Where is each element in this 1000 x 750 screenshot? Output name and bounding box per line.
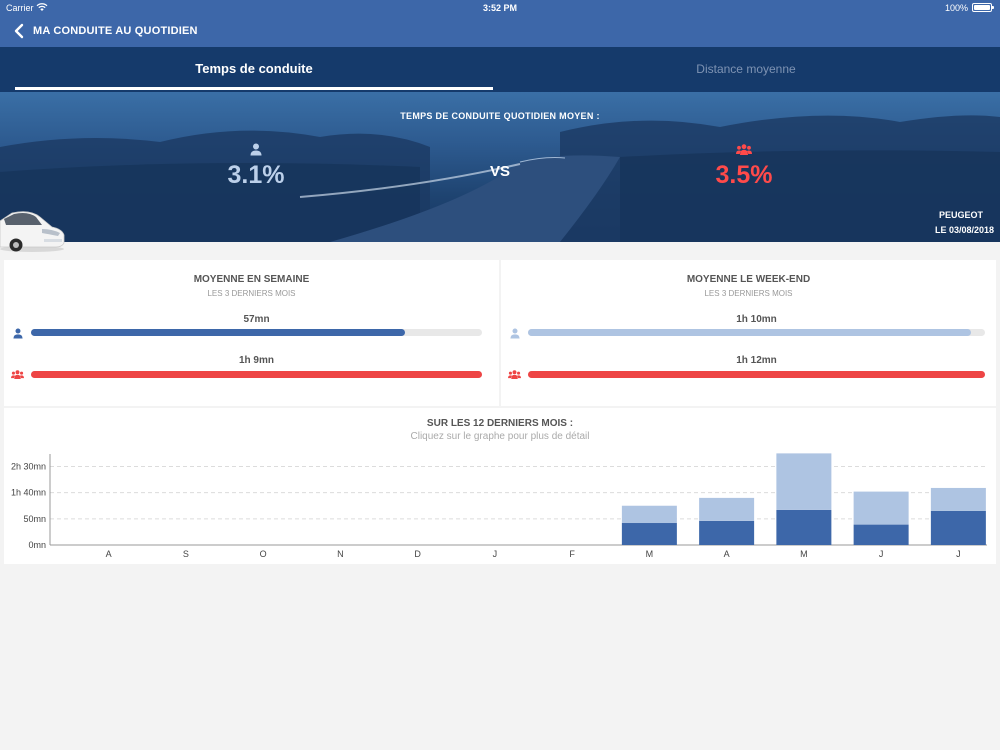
y-tick-label: 2h 30mn (11, 461, 46, 471)
x-tick-label: M (800, 549, 808, 559)
panel-title: MOYENNE EN SEMAINE (193, 274, 310, 285)
panel-subtitle: LES 3 DERNIERS MOIS (704, 289, 793, 298)
weekend-average-panel: MOYENNE LE WEEK-END LES 3 DERNIERS MOIS … (501, 260, 996, 406)
user-icon (250, 143, 262, 156)
page-title: MA CONDUITE AU QUOTIDIEN (33, 25, 198, 37)
chart-title: SUR LES 12 DERNIERS MOIS : (426, 418, 574, 429)
weekday-average-panel: MOYENNE EN SEMAINE LES 3 DERNIERS MOIS 5… (4, 260, 499, 406)
panel-title: MOYENNE LE WEEK-END (686, 274, 811, 285)
x-tick-label: M (646, 549, 654, 559)
user-bar-label: 1h 10mn (736, 314, 777, 325)
bar-segment[interactable] (776, 509, 832, 545)
x-tick-label: D (414, 549, 421, 559)
wifi-icon (36, 3, 48, 11)
bar-segment[interactable] (621, 505, 677, 524)
x-tick-label: S (183, 549, 189, 559)
user-bar-track (31, 329, 482, 336)
group-bar-label: 1h 12mn (736, 355, 777, 366)
monthly-chart-panel[interactable]: SUR LES 12 DERNIERS MOIS : Cliquez sur l… (4, 408, 996, 564)
x-tick-label: J (879, 549, 884, 559)
y-tick-label: 0mn (28, 540, 46, 550)
user-bar-label: 57mn (243, 314, 270, 325)
versus-label: VS (489, 163, 510, 180)
group-bar-track (31, 371, 482, 378)
x-tick-label: N (337, 549, 344, 559)
hero-banner: TEMPS DE CONDUITE QUOTIDIEN MOYEN : 3.1%… (0, 92, 1000, 242)
user-driving-time-value: 3.1% (227, 161, 285, 189)
group-bar-fill (31, 371, 482, 378)
x-tick-label: O (260, 549, 267, 559)
tab-temps-de-conduite[interactable]: Temps de conduite (15, 47, 493, 92)
user-bar-fill (31, 329, 406, 336)
panel-subtitle: LES 3 DERNIERS MOIS (207, 289, 296, 298)
hero-headline: TEMPS DE CONDUITE QUOTIDIEN MOYEN : (400, 111, 600, 121)
battery-icon (972, 3, 994, 12)
tab-label: Temps de conduite (195, 61, 313, 76)
x-tick-label: J (956, 549, 961, 559)
status-bar: Carrier 3:52 PM 100% (0, 0, 1000, 16)
x-tick-label: A (106, 549, 112, 559)
active-tab-indicator (15, 87, 493, 90)
group-icon (11, 370, 24, 379)
group-icon (736, 144, 752, 155)
user-bar-fill (528, 329, 972, 336)
bar-segment[interactable] (853, 524, 909, 545)
tab-label: Distance moyenne (696, 62, 796, 76)
tab-distance-moyenne[interactable]: Distance moyenne (507, 47, 985, 92)
x-tick-label: J (493, 549, 498, 559)
y-tick-label: 1h 40mn (11, 488, 46, 498)
bar-segment[interactable] (776, 453, 832, 510)
road-background-image (0, 115, 1000, 242)
user-bar-track (528, 329, 985, 336)
tab-bar: Temps de conduite Distance moyenne (0, 47, 1000, 92)
carrier-label: Carrier (6, 3, 34, 13)
date-label: LE 03/08/2018 (934, 225, 994, 235)
x-tick-label: A (724, 549, 730, 559)
bar-segment[interactable] (930, 487, 986, 511)
bar-segment[interactable] (853, 491, 909, 525)
group-bar-label: 1h 9mn (238, 355, 274, 366)
group-icon (508, 370, 521, 379)
bar-segment[interactable] (699, 520, 755, 545)
user-icon (13, 328, 23, 339)
bar-segment[interactable] (699, 497, 755, 521)
user-icon (510, 328, 520, 339)
chevron-left-icon[interactable] (12, 23, 26, 39)
group-driving-time-value: 3.5% (715, 161, 773, 189)
x-tick-label: F (569, 549, 575, 559)
brand-label: PEUGEOT (938, 210, 983, 220)
battery-percentage: 100% (944, 3, 968, 13)
group-bar-fill (528, 371, 985, 378)
y-tick-label: 50mn (23, 514, 46, 524)
monthly-bar-chart[interactable]: 0mn 50mn 1h 40mn 2h 30mn A S O N D J F M A M J J (4, 408, 996, 564)
bar-segment[interactable] (930, 510, 986, 545)
group-bar-track (528, 371, 985, 378)
car-icon (0, 211, 65, 252)
navigation-bar: MA CONDUITE AU QUOTIDIEN (0, 16, 1000, 47)
bar-segment[interactable] (621, 523, 677, 545)
clock: 3:52 PM (482, 3, 517, 13)
chart-subtitle: Cliquez sur le graphe pour plus de détai… (410, 431, 590, 442)
